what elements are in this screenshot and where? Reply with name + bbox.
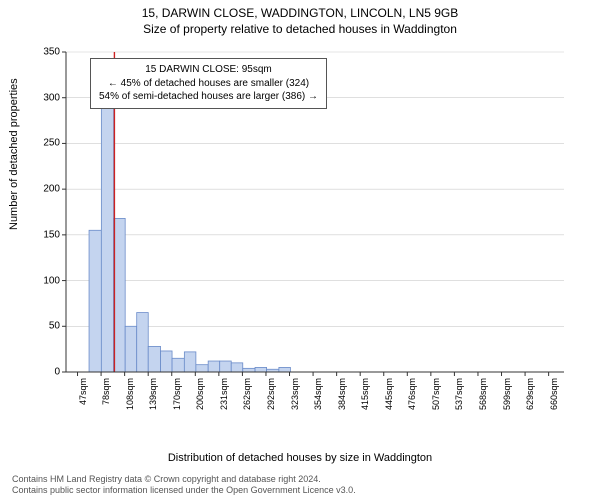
y-tick-label: 300 (30, 92, 60, 103)
x-tick-label: 537sqm (454, 378, 464, 418)
x-tick-label: 292sqm (266, 378, 276, 418)
x-tick-label: 323sqm (290, 378, 300, 418)
callout-box: 15 DARWIN CLOSE: 95sqm ← 45% of detached… (90, 58, 327, 109)
x-tick-label: 354sqm (313, 378, 323, 418)
x-tick-label: 262sqm (242, 378, 252, 418)
y-axis-label: Number of detached properties (8, 78, 20, 230)
title-address: 15, DARWIN CLOSE, WADDINGTON, LINCOLN, L… (0, 6, 600, 20)
x-tick-label: 108sqm (125, 378, 135, 418)
title-subtitle: Size of property relative to detached ho… (0, 22, 600, 36)
x-tick-label: 415sqm (360, 378, 370, 418)
footer-line1: Contains HM Land Registry data © Crown c… (12, 474, 356, 485)
x-tick-label: 231sqm (219, 378, 229, 418)
x-tick-label: 139sqm (148, 378, 158, 418)
x-tick-label: 384sqm (337, 378, 347, 418)
title-block: 15, DARWIN CLOSE, WADDINGTON, LINCOLN, L… (0, 0, 600, 36)
y-tick-label: 50 (30, 321, 60, 332)
callout-line3: 54% of semi-detached houses are larger (… (99, 90, 318, 104)
callout-line1: 15 DARWIN CLOSE: 95sqm (99, 63, 318, 77)
footer-attribution: Contains HM Land Registry data © Crown c… (12, 474, 356, 497)
y-tick-label: 200 (30, 184, 60, 195)
x-tick-label: 507sqm (431, 378, 441, 418)
y-tick-label: 350 (30, 47, 60, 58)
callout-line2: ← 45% of detached houses are smaller (32… (99, 77, 318, 91)
x-tick-label: 599sqm (502, 378, 512, 418)
chart-container: 15, DARWIN CLOSE, WADDINGTON, LINCOLN, L… (0, 0, 600, 500)
x-tick-label: 78sqm (101, 378, 111, 418)
x-tick-label: 629sqm (525, 378, 535, 418)
footer-line2: Contains public sector information licen… (12, 485, 356, 496)
x-tick-label: 476sqm (407, 378, 417, 418)
x-tick-label: 47sqm (78, 378, 88, 418)
x-tick-label: 200sqm (195, 378, 205, 418)
y-tick-label: 0 (30, 367, 60, 378)
y-tick-label: 250 (30, 138, 60, 149)
x-tick-label: 568sqm (478, 378, 488, 418)
x-axis-label: Distribution of detached houses by size … (0, 452, 600, 464)
y-tick-label: 100 (30, 275, 60, 286)
x-tick-label: 660sqm (549, 378, 559, 418)
x-tick-label: 170sqm (172, 378, 182, 418)
x-tick-label: 445sqm (384, 378, 394, 418)
y-tick-label: 150 (30, 229, 60, 240)
